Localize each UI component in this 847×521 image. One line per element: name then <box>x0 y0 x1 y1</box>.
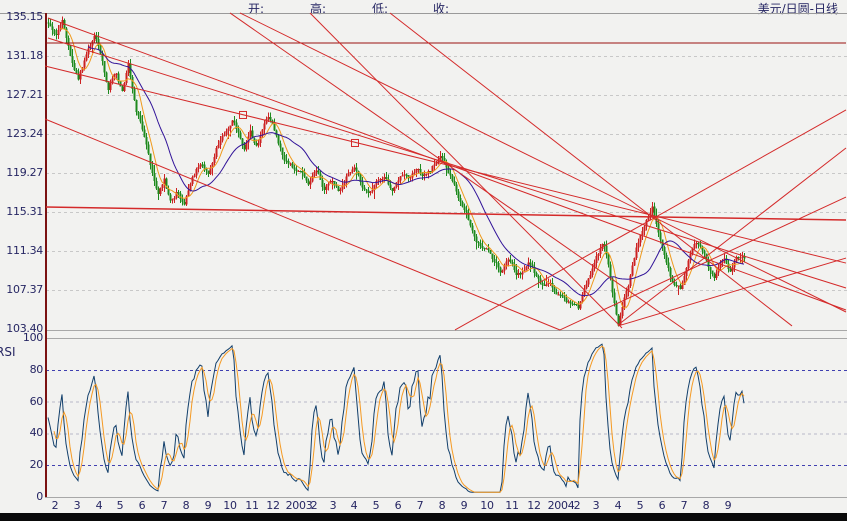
time-tick-label: 8 <box>438 499 446 512</box>
time-tick-label: 2 <box>51 499 59 512</box>
time-tick-label: 8 <box>182 499 190 512</box>
ma-slow-line <box>87 46 745 297</box>
trendline[interactable] <box>559 196 847 331</box>
time-tick-label: 7 <box>160 499 168 512</box>
price-tick-label: 111.34 <box>6 244 43 257</box>
trendline[interactable] <box>617 257 847 327</box>
time-tick-label: 4 <box>350 499 358 512</box>
time-tick-label: 2 <box>573 499 581 512</box>
low-label: 低: <box>372 2 389 16</box>
bottom-bar <box>0 513 847 521</box>
time-tick-label: 4 <box>95 499 103 512</box>
price-tick-label: 131.18 <box>6 49 43 62</box>
time-tick-label: 6 <box>658 499 666 512</box>
rsi-tick-label: 20 <box>29 458 44 471</box>
rsi-tick-label: 40 <box>29 426 44 439</box>
trendline[interactable] <box>44 65 847 264</box>
time-tick-label: 3 <box>592 499 600 512</box>
time-tick-label: 12 <box>266 499 280 512</box>
time-tick-label: 10 <box>480 499 494 512</box>
time-tick-label: 8 <box>702 499 710 512</box>
rsi-fast-line <box>47 343 745 493</box>
price-tick-label: 119.27 <box>6 166 43 179</box>
time-tick-label: 5 <box>116 499 124 512</box>
time-tick-label: 2 <box>310 499 318 512</box>
price-tick-label: 127.21 <box>6 88 43 101</box>
y-axis-line <box>45 13 47 497</box>
chart-title: 美元/日圆-日线 <box>757 2 838 16</box>
time-tick-label: 7 <box>416 499 424 512</box>
trendline[interactable] <box>309 12 623 329</box>
price-tick-label: 107.37 <box>6 283 43 296</box>
time-tick-label: 10 <box>223 499 237 512</box>
trendline[interactable] <box>617 147 847 326</box>
rsi-tick-label: 100 <box>22 331 43 344</box>
trendline[interactable] <box>389 12 793 327</box>
rsi-tick-label: 60 <box>29 395 44 408</box>
time-tick-label: 9 <box>460 499 468 512</box>
time-tick-label: 11 <box>245 499 259 512</box>
trendline[interactable] <box>45 206 847 221</box>
trendline[interactable] <box>47 37 847 289</box>
time-tick-label: 4 <box>614 499 622 512</box>
trendline[interactable] <box>229 12 686 331</box>
time-tick-label: 9 <box>724 499 732 512</box>
price-tick-label: 103.40 <box>6 322 43 335</box>
time-tick-label: 2004 <box>547 499 575 512</box>
trendline[interactable] <box>239 12 847 313</box>
trendline-handle[interactable] <box>351 138 359 147</box>
time-tick-label: 3 <box>329 499 337 512</box>
time-tick-label: 6 <box>138 499 146 512</box>
time-tick-label: 12 <box>527 499 541 512</box>
price-tick-label: 135.15 <box>6 10 43 23</box>
rsi-smooth-line <box>53 345 745 493</box>
time-tick-label: 5 <box>636 499 644 512</box>
ma-fast-line <box>59 28 745 309</box>
rsi-indicator-label: RSI <box>0 345 16 359</box>
time-tick-label: 2003 <box>285 499 313 512</box>
rsi-tick-label: 0 <box>36 490 43 503</box>
high-label: 高: <box>310 2 327 16</box>
time-tick-label: 9 <box>204 499 212 512</box>
time-tick-label: 11 <box>505 499 519 512</box>
time-tick-label: 7 <box>680 499 688 512</box>
price-tick-label: 123.24 <box>6 127 43 140</box>
time-tick-label: 6 <box>394 499 402 512</box>
trendline-handle[interactable] <box>239 110 247 119</box>
close-label: 收: <box>433 2 450 16</box>
time-tick-label: 5 <box>372 499 380 512</box>
price-tick-label: 115.31 <box>6 205 43 218</box>
trendline[interactable] <box>44 118 561 331</box>
open-label: 开: <box>248 2 265 16</box>
time-tick-label: 3 <box>73 499 81 512</box>
rsi-tick-label: 80 <box>29 363 44 376</box>
candlesticks <box>47 16 746 327</box>
trendline[interactable] <box>454 109 847 331</box>
